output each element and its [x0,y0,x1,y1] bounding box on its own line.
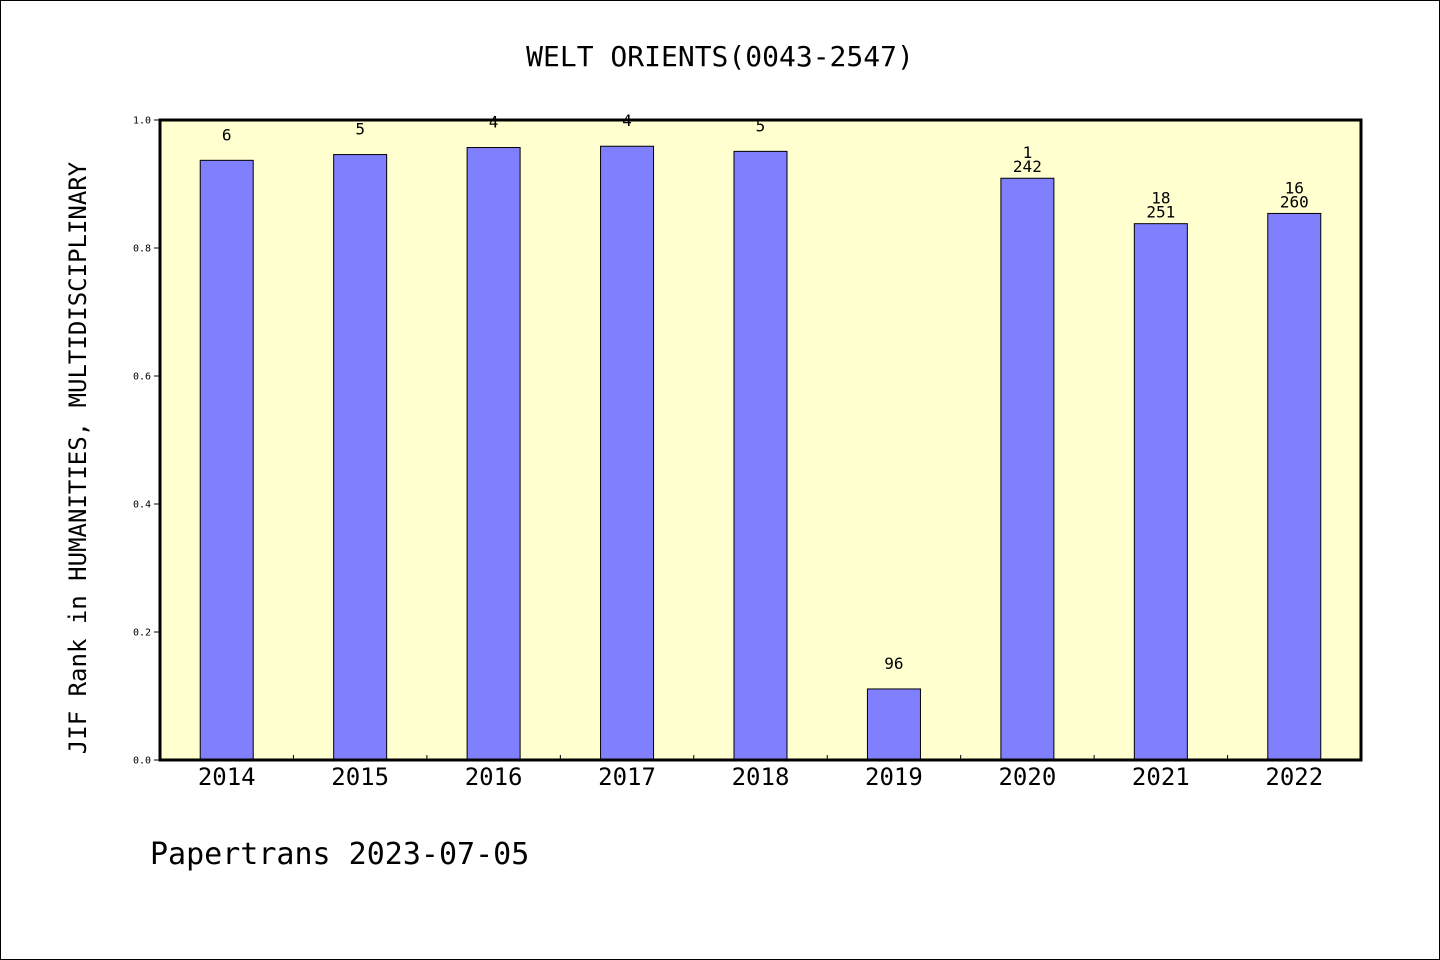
bar-label-2022: 16 [1285,178,1304,197]
x-tick-label: 2017 [598,763,656,791]
y-tick-label: 0.6 [133,372,151,383]
bar-label-2020: 1 [1023,143,1033,162]
bar-label-2014: 6 [222,125,232,144]
y-axis: 0.0 0.2 0.4 0.6 0.8 1.0 [133,116,160,767]
bar-2021 [1133,223,1188,761]
x-tick-label: 2019 [865,763,923,791]
bar-2019 [866,688,921,761]
bar-label-2021: 18 [1151,189,1170,208]
chart-title: WELT ORIENTS(0043-2547) [526,40,914,73]
x-tick-label: 2015 [331,763,389,791]
bar-label-2016: 4 [489,113,499,132]
bar-2022 [1267,212,1322,761]
x-tick-label: 2016 [465,763,523,791]
y-axis-label: JIF Rank in HUMANITIES, MULTIDISCIPLINAR… [64,161,92,754]
x-tick-label: 2021 [1132,763,1190,791]
y-tick-label: 0.4 [133,500,151,511]
plot-border [158,118,1363,762]
y-tick-label: 0.8 [133,244,151,255]
bar-label-2020: 242 [1013,157,1042,176]
y-tick-label: 0.2 [133,628,151,639]
bar-label-2021: 251 [1146,203,1175,222]
y-tick-label: 1.0 [133,116,151,127]
bar-label-2022: 260 [1280,192,1309,211]
bar-label-2018: 5 [756,116,766,135]
bar-label-2015: 5 [355,120,365,139]
bars-group [199,145,1322,761]
x-tick-label: 2018 [732,763,790,791]
bar-2020 [1000,177,1055,761]
x-tick-label: 2022 [1265,763,1323,791]
bar-2016 [466,147,521,761]
bar-label-2019: 96 [884,654,903,673]
x-tick-label: 2020 [998,763,1056,791]
x-axis: 2014 2015 2016 2017 2018 2019 2020 2021 2022 [198,755,1323,791]
bar-2015 [333,154,388,761]
bar-2018 [733,150,788,761]
bar-2017 [600,145,655,761]
bar-2014 [199,159,254,761]
x-tick-label: 2014 [198,763,256,791]
y-tick-label: 0.0 [133,756,151,767]
footer-credit: Papertrans 2023-07-05 [150,837,529,872]
